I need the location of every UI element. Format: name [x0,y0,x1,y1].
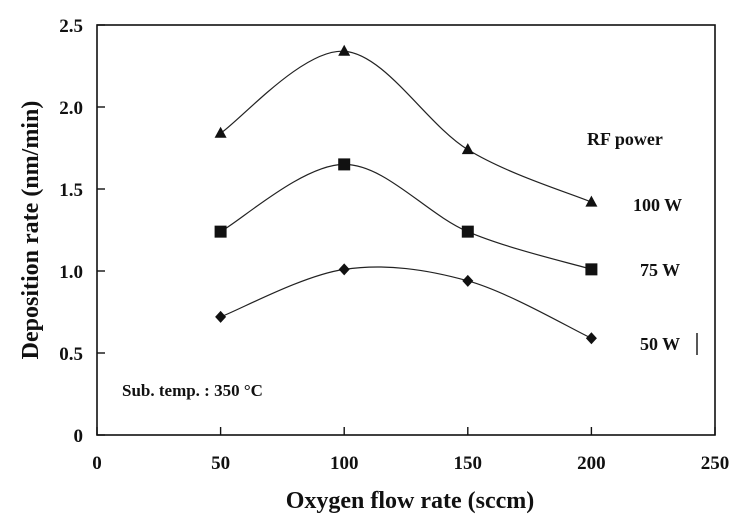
y-tick-label: 2.0 [59,98,83,119]
series-label-75w: 75 W [640,260,680,280]
markers-layer [214,44,598,345]
x-tick-label: 200 [577,453,606,474]
x-tick-label: 50 [211,453,230,474]
y-tick-label: 1.5 [59,180,83,201]
data-point-square [214,225,227,238]
ticks-layer: 0 50 100 150 200 250 0 0.5 1.0 1.5 2.0 2.5 [59,16,729,474]
x-tick-label: 150 [454,453,483,474]
series-label-100w: 100 W [633,195,682,215]
x-axis-title: Oxygen flow rate (sccm) [286,488,535,514]
series-line-square [220,163,592,270]
y-tick-label: 0.5 [59,344,83,365]
y-tick-label: 2.5 [59,16,83,37]
data-point-triangle [338,44,351,56]
data-point-triangle [585,195,598,207]
data-point-square [585,263,598,276]
data-point-diamond [215,310,227,323]
data-point-triangle [214,126,227,138]
series-line-diamond [220,266,592,339]
plot-frame [96,24,716,436]
legend-title: RF power [587,129,663,149]
substrate-temperature-note: Sub. temp. : 350 °C [122,381,263,400]
y-tick-label: 1.0 [59,262,83,283]
x-tick-label: 100 [330,453,359,474]
data-point-diamond [338,263,350,276]
curves-layer [220,50,592,339]
y-tick-label: 0 [74,426,84,447]
series-label-50w: 50 W [640,334,680,354]
x-tick-label: 0 [92,453,102,474]
series-line-triangle [220,50,592,203]
data-point-triangle [461,143,474,155]
y-axis-title: Deposition rate (nm/min) [18,101,44,360]
data-point-diamond [462,274,474,287]
data-point-square [461,225,474,238]
data-point-diamond [585,332,597,345]
x-tick-label: 250 [701,453,730,474]
data-point-square [338,158,351,171]
